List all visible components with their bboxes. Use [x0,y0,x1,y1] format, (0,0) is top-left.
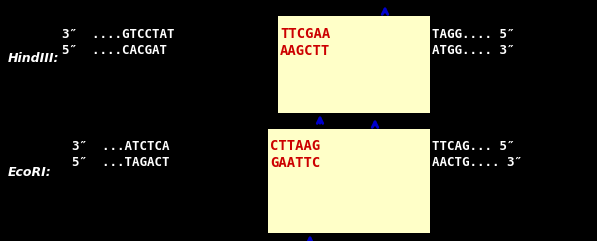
Text: EcoRI:: EcoRI: [8,167,52,180]
Text: 5″  ...TAGACT: 5″ ...TAGACT [72,156,170,169]
Text: 5″  ....CACGAT: 5″ ....CACGAT [62,45,167,58]
Text: 3″  ....GTCCTAT: 3″ ....GTCCTAT [62,27,174,40]
Text: AACTG.... 3″: AACTG.... 3″ [432,156,522,169]
Text: TTCAG... 5″: TTCAG... 5″ [432,140,515,153]
Bar [278,16,430,113]
Text: HindIII:: HindIII: [8,52,60,65]
Text: AAGCTT: AAGCTT [280,44,330,58]
Text: CTTAAG: CTTAAG [270,139,320,153]
Text: TTCGAA: TTCGAA [280,27,330,41]
Bar [268,129,430,233]
Text: TAGG.... 5″: TAGG.... 5″ [432,27,515,40]
Text: GAATTC: GAATTC [270,156,320,170]
Text: 3″  ...ATCTCA: 3″ ...ATCTCA [72,140,170,153]
Text: ATGG.... 3″: ATGG.... 3″ [432,45,515,58]
